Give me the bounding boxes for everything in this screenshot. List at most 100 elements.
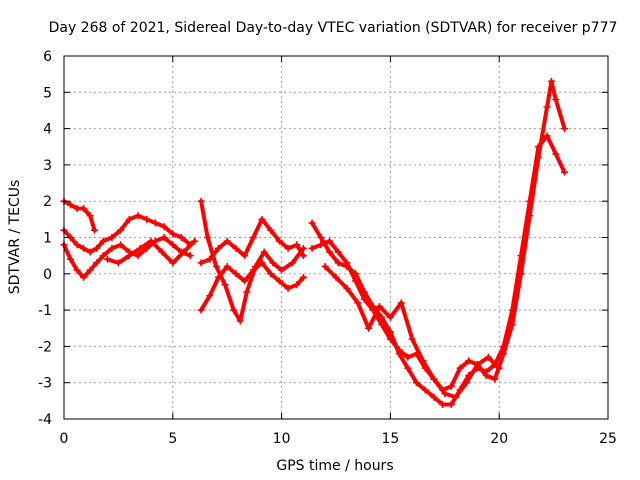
data-point	[543, 103, 551, 111]
data-point	[169, 230, 177, 238]
data-point	[191, 237, 199, 245]
data-point	[299, 252, 307, 260]
data-point	[526, 212, 534, 220]
data-point	[365, 324, 373, 332]
y-axis-label: SDTVAR / TECUs	[7, 180, 23, 295]
data-points	[60, 77, 568, 408]
data-point	[288, 259, 296, 267]
data-point	[169, 241, 177, 249]
data-point	[404, 353, 412, 361]
data-point	[125, 252, 133, 260]
y-tick-label: -3	[38, 376, 52, 392]
data-point	[543, 132, 551, 140]
data-point	[332, 273, 340, 281]
data-point	[395, 346, 403, 354]
y-tick-label: 4	[43, 122, 52, 138]
data-point	[484, 353, 492, 361]
data-point	[352, 277, 360, 285]
y-tick-label: -1	[38, 303, 52, 319]
series-trace-a	[60, 197, 98, 234]
data-point	[204, 234, 212, 241]
data-point	[73, 241, 81, 249]
data-point	[214, 273, 222, 281]
series-line	[199, 217, 306, 265]
data-point	[325, 237, 333, 245]
data-point	[500, 350, 508, 358]
data-point	[108, 244, 116, 252]
data-point	[334, 248, 342, 256]
data-point	[299, 273, 307, 281]
data-point	[386, 335, 394, 343]
data-point	[260, 248, 268, 256]
series-line	[310, 79, 567, 392]
data-point	[495, 364, 503, 372]
y-tick-label: 1	[43, 231, 52, 247]
data-point	[93, 244, 101, 252]
data-point	[86, 266, 94, 274]
data-point	[249, 234, 257, 241]
x-tick-label: 25	[599, 431, 617, 447]
data-point	[369, 306, 377, 314]
data-point	[117, 241, 125, 249]
data-point	[278, 266, 286, 274]
data-point	[317, 241, 325, 249]
data-point	[158, 248, 166, 256]
x-tick-label: 5	[168, 431, 177, 447]
data-point	[197, 259, 205, 267]
data-point	[397, 299, 405, 307]
data-point	[354, 299, 362, 307]
y-tick-label: 3	[43, 158, 52, 174]
data-point	[86, 248, 94, 256]
x-axis-label: GPS time / hours	[276, 458, 393, 474]
x-tick-label: 15	[381, 431, 399, 447]
data-point	[230, 306, 238, 314]
data-point	[73, 266, 81, 274]
series-trace-f	[197, 215, 307, 267]
data-point	[334, 259, 342, 267]
data-point	[552, 96, 560, 104]
data-point	[430, 375, 438, 383]
data-point	[136, 244, 144, 252]
y-tick-label: -4	[38, 412, 52, 428]
data-point	[404, 364, 412, 372]
data-point	[86, 212, 94, 220]
data-point	[151, 219, 159, 227]
data-point	[465, 357, 473, 365]
data-point	[376, 302, 384, 310]
data-point	[80, 204, 88, 212]
data-point	[180, 248, 188, 256]
data-point	[275, 277, 283, 285]
data-point	[125, 215, 133, 223]
data-point	[552, 150, 560, 158]
y-tick-label: 2	[43, 194, 52, 210]
series-trace-j	[321, 263, 503, 401]
data-point	[386, 313, 394, 321]
data-point	[212, 263, 220, 271]
data-point	[90, 226, 98, 234]
data-point	[560, 125, 568, 133]
data-point	[134, 252, 142, 260]
data-point	[413, 379, 421, 387]
data-point	[308, 244, 316, 252]
series-line	[199, 199, 306, 323]
data-point	[236, 317, 244, 325]
data-point	[197, 306, 205, 314]
series-line	[310, 133, 567, 407]
data-point	[321, 263, 329, 271]
data-point	[73, 204, 81, 212]
data-point	[93, 259, 101, 267]
data-point	[241, 277, 249, 285]
data-point	[223, 237, 231, 245]
x-tick-label: 10	[273, 431, 291, 447]
data-point	[360, 295, 368, 303]
data-point	[491, 375, 499, 383]
data-point	[134, 212, 142, 220]
data-point	[258, 259, 266, 267]
data-point	[197, 197, 205, 205]
x-tick-label: 20	[490, 431, 508, 447]
data-point	[80, 244, 88, 252]
data-point	[308, 219, 316, 227]
data-point	[258, 215, 266, 223]
data-point	[452, 393, 460, 401]
